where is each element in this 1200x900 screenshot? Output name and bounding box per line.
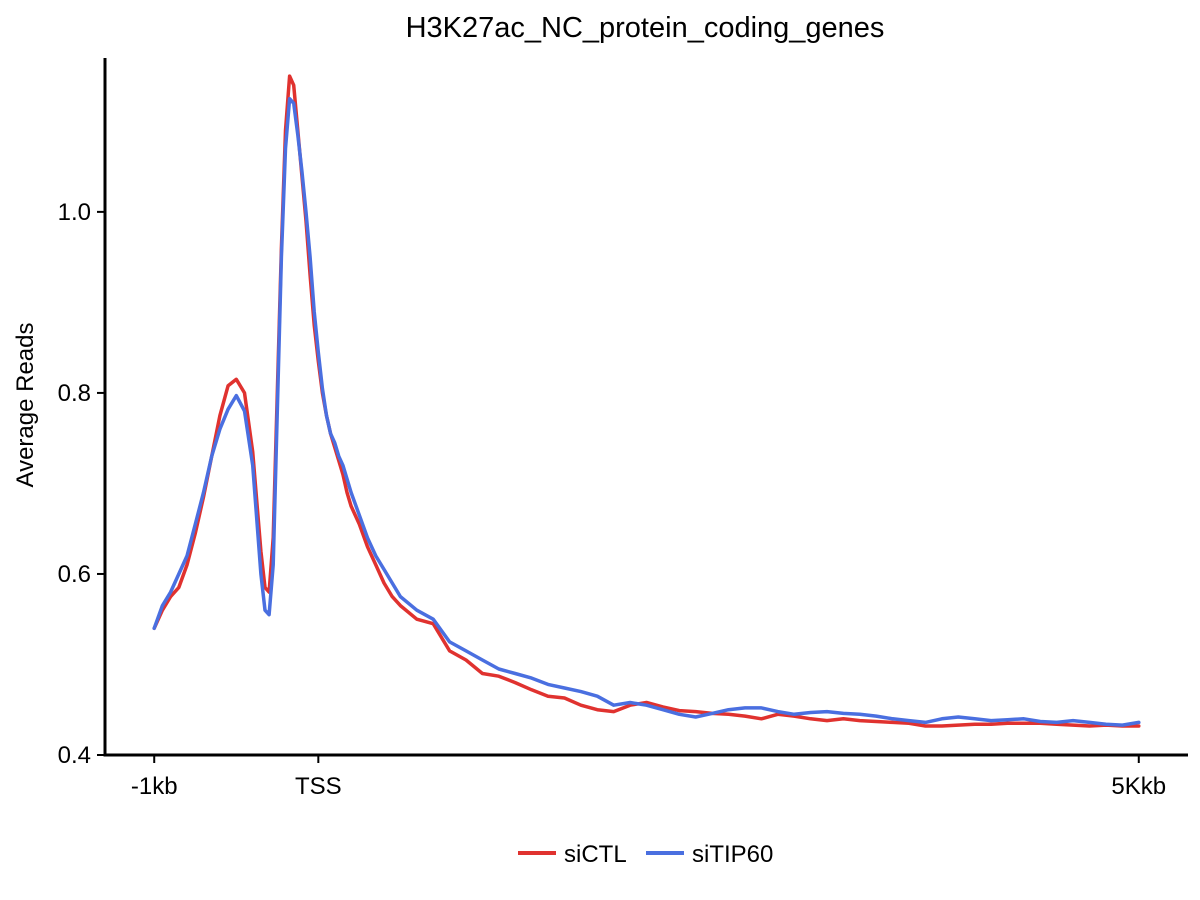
y-tick-label: 0.4 (58, 742, 91, 769)
x-tick-label: 5Kkb (1111, 773, 1166, 800)
y-tick-label: 0.6 (58, 561, 91, 588)
series-line-siTIP60 (152, 96, 1141, 727)
y-tick-label: 0.8 (58, 380, 91, 407)
chart-title: H3K27ac_NC_protein_coding_genes (406, 12, 885, 44)
y-tick-label: 1.0 (58, 199, 91, 226)
legend-label-siCTL: siCTL (564, 841, 627, 868)
x-tick-label: TSS (295, 773, 342, 800)
legend-label-siTIP60: siTIP60 (692, 841, 773, 868)
legend: siCTL siTIP60 (518, 841, 773, 868)
x-tick-label: -1kb (131, 773, 178, 800)
series-line-siCTL (152, 74, 1141, 728)
plot-area: 0.4 0.6 0.8 1.0 -1kb TSS 5Kkb (58, 58, 1188, 800)
y-axis-title: Average Reads (12, 323, 39, 488)
